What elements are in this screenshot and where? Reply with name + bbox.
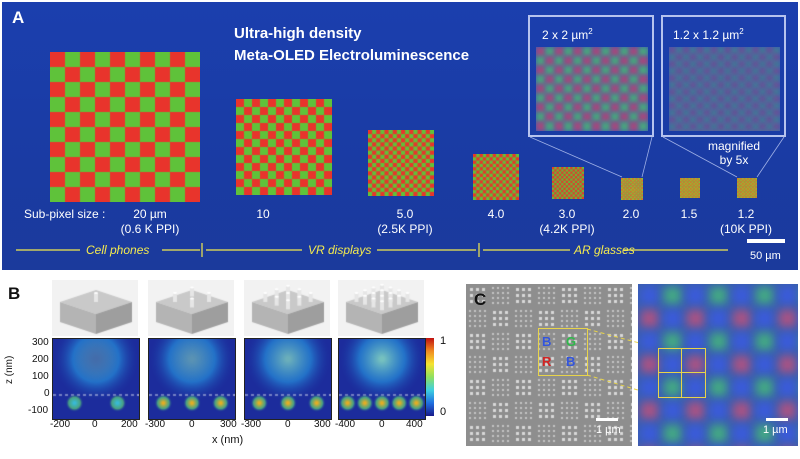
subpixel-size-label: Sub-pixel size : — [24, 207, 106, 221]
x-tick-p4-c: 400 — [406, 419, 423, 430]
scale-bar-left — [596, 418, 618, 421]
x-tick-p3-a: -300 — [241, 419, 262, 430]
panel-a-letter: A — [12, 8, 25, 27]
checkerboard-8 — [737, 178, 757, 198]
leader-line-4 — [756, 136, 785, 178]
field-map-4 — [338, 338, 426, 420]
x-tick-p4-b: 0 — [379, 419, 385, 430]
nanopillar-cube-2 — [148, 280, 234, 336]
size-label-4: 4.0 — [487, 207, 505, 221]
leader-line-3 — [662, 136, 738, 178]
checkerboard-5 — [552, 167, 584, 199]
category-ar-glasses: AR glasses — [574, 243, 635, 257]
checkerboard-6 — [621, 178, 643, 200]
panel-b-letter: B — [8, 284, 21, 303]
y-tick-100: 100 — [32, 371, 49, 382]
magnified-note: magnified by 5x — [708, 139, 760, 167]
y-tick-300: 300 — [32, 337, 49, 348]
x-tick-p1-a: -200 — [50, 419, 71, 430]
sem-image — [466, 284, 632, 446]
el-box-vline — [681, 349, 682, 397]
inset1grid-canvas — [536, 47, 648, 131]
zoom-leader-lines — [586, 328, 659, 397]
x-tick-p2-b: 0 — [189, 419, 195, 430]
size-label-10: 10 — [256, 207, 270, 221]
checkerboard-1 — [50, 52, 200, 202]
zoom-line-top — [586, 328, 659, 349]
scale-bar-50um — [747, 239, 785, 243]
mark-b-1: B — [542, 334, 552, 349]
panel-c: C B G R B 1 µm 1 µm — [466, 276, 798, 456]
scale-bar-right — [766, 418, 788, 421]
inset-1-2um-label: 1.2 x 1.2 µm2 — [673, 27, 744, 42]
leader-line-2 — [641, 136, 653, 178]
size-label-5: 5.0 (2.5K PPI) — [377, 207, 433, 236]
inset-2um-label: 2 x 2 µm2 — [542, 27, 593, 42]
size-label-1-5: 1.5 — [680, 207, 698, 221]
x-tick-p1-b: 0 — [92, 419, 98, 430]
x-axis-label: x (nm) — [212, 434, 244, 446]
mark-g: G — [566, 334, 577, 349]
category-vr-displays: VR displays — [308, 243, 372, 257]
panel-c-letter: C — [474, 290, 487, 309]
checkerboard-7 — [680, 178, 700, 198]
y-tick-0: 0 — [44, 388, 50, 399]
panel-a-title-line2: Meta-OLED Electroluminescence — [234, 47, 470, 64]
x-tick-p3-c: 300 — [314, 419, 331, 430]
inset-1-2um-pattern — [669, 47, 780, 131]
magnified-line1: magnified — [708, 139, 761, 153]
el-box-hline — [659, 372, 705, 373]
size-label-2: 2.0 — [622, 207, 640, 221]
mark-r: R — [542, 354, 552, 369]
inset-leader-lines — [529, 136, 785, 178]
y-tick-minus100: -100 — [28, 405, 49, 416]
magnified-line2: by 5x — [719, 153, 749, 167]
x-tick-p3-b: 0 — [285, 419, 291, 430]
x-tick-p2-c: 300 — [220, 419, 237, 430]
colorbar-max: 1 — [440, 335, 447, 347]
panel-b: B 300 200 100 0 -100 z (nm) -200 0 200 -… — [2, 276, 462, 456]
panel-a-title-line1: Ultra-high density — [234, 25, 362, 42]
inset2grid-canvas — [669, 47, 780, 131]
colorbar-min: 0 — [440, 406, 447, 418]
zoom-line-bottom — [586, 374, 659, 397]
size-label-20: 20 µm (0.6 K PPI) — [120, 207, 180, 236]
field-map-3 — [244, 338, 332, 420]
y-axis-label: z (nm) — [4, 355, 15, 384]
category-bar — [16, 239, 785, 257]
x-tick-p1-c: 200 — [121, 419, 138, 430]
x-tick-p4-a: -400 — [335, 419, 356, 430]
checkerboard-4 — [473, 154, 519, 200]
mark-b-2: B — [566, 354, 576, 369]
size-label-1-2: 1.2 (10K PPI) — [719, 207, 773, 236]
x-tick-p2-a: -300 — [145, 419, 166, 430]
category-cell-phones: Cell phones — [86, 243, 150, 257]
el-highlight-box — [658, 348, 706, 398]
inset-2um-pattern — [536, 47, 648, 131]
panel-a: A Ultra-high density Meta-OLED Electrolu… — [2, 2, 798, 270]
leader-line-1 — [529, 136, 623, 178]
scale-label-right: 1 µm — [763, 424, 788, 436]
nanopillar-cube-3 — [244, 280, 330, 336]
colorbar — [426, 338, 434, 416]
nanopillar-cube-1 — [52, 280, 138, 336]
nanopillar-cube-4 — [338, 280, 424, 336]
scale-bar-label: 50 µm — [750, 250, 781, 262]
sem-highlight-box — [538, 328, 588, 376]
field-map-2 — [148, 338, 236, 420]
field-map-1 — [52, 338, 140, 420]
inset-2um: 2 x 2 µm2 — [528, 15, 654, 137]
checkerboard-3 — [368, 130, 434, 196]
y-tick-200: 200 — [32, 354, 49, 365]
inset-1-2um: 1.2 x 1.2 µm2 — [661, 15, 786, 137]
checkerboard-2 — [236, 99, 332, 195]
scale-label-left: 1 µm — [596, 424, 621, 436]
size-label-3: 3.0 (4.2K PPI) — [539, 207, 595, 236]
